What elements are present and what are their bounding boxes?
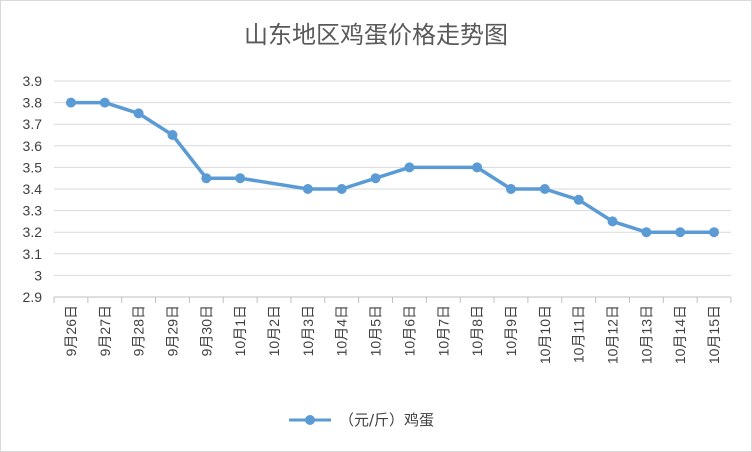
x-tick-label: 10月5日 [368,305,384,356]
data-point [370,173,381,184]
data-point [472,162,483,173]
x-tick-label: 10月14日 [672,305,688,364]
x-tick-label: 9月29日 [164,305,180,356]
x-tick-label: 9月28日 [131,305,147,356]
data-point [167,130,178,140]
chart-title: 山东地区鸡蛋价格走势图 [244,21,508,49]
y-tick-label: 3.5 [23,159,43,175]
data-point [133,108,144,119]
y-tick-label: 3.3 [23,203,43,219]
data-point [675,227,686,238]
data-point [336,184,347,194]
legend-point-marker [305,415,315,425]
x-tick-label: 10月15日 [706,305,722,364]
data-point [65,97,76,108]
x-tick-label: 10月6日 [401,305,417,356]
y-tick-label: 3.4 [23,181,43,197]
data-point [99,97,110,108]
y-axis-ticks: 2.9 3 3.1 3.2 3.3 3.4 3.5 3.6 3.7 3.8 3.9 [23,73,43,305]
y-tick-label: 3.7 [23,116,43,132]
data-point [505,184,516,194]
legend-label: （元/斤）鸡蛋 [339,411,434,429]
series-layer [65,97,720,238]
data-point [404,162,415,173]
y-tick-label: 3.9 [23,73,43,89]
y-tick-label: 3.1 [23,246,43,262]
series-line [70,100,715,234]
data-point [539,184,550,194]
x-tick-label: 10月7日 [435,305,451,356]
x-tick-label: 10月1日 [232,305,248,356]
legend: （元/斤）鸡蛋 [289,411,434,429]
x-tick-label: 10月11日 [571,305,587,363]
x-tick-label: 10月8日 [469,305,485,356]
x-tick-label: 10月12日 [605,305,621,364]
data-point [302,184,313,194]
y-tick-label: 3.8 [23,95,43,111]
x-tick-label: 10月2日 [266,305,282,356]
data-point [573,194,584,205]
x-tick-label: 9月30日 [198,305,214,356]
x-tick-label: 10月3日 [300,305,316,356]
x-tick-label: 10月4日 [334,305,350,356]
x-axis [53,296,732,303]
gridlines [54,80,731,276]
y-tick-label: 2.9 [23,289,43,305]
data-point [201,173,212,184]
data-point [235,173,246,184]
x-tick-label: 9月27日 [97,305,113,356]
y-tick-label: 3 [34,267,42,283]
y-tick-label: 3.6 [23,138,43,154]
x-tick-label: 10月13日 [638,305,654,364]
x-tick-label: 10月10日 [537,305,553,364]
data-point [709,227,720,238]
x-axis-ticks: 9月26日 9月27日 9月28日 9月29日 9月30日 10月1日 10月2日 10月3日… [63,305,722,364]
data-point [607,216,618,227]
x-tick-label: 9月26日 [63,305,79,356]
y-tick-label: 3.2 [23,224,43,240]
x-tick-label: 10月9日 [503,305,519,356]
data-point [641,227,652,238]
